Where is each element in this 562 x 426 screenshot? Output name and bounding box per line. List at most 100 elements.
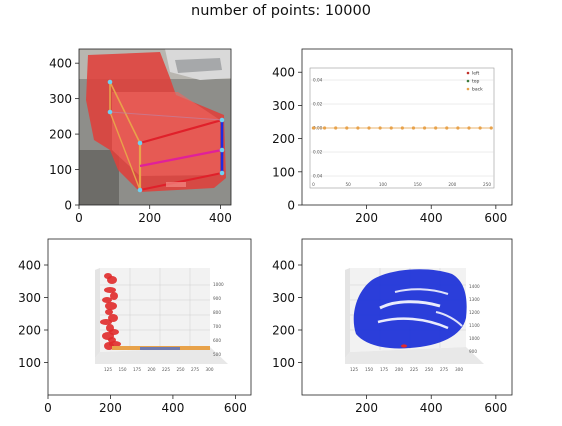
pc-red-x-tick-label: 275 [191, 367, 199, 372]
panel-image-truck: 0 200 400 0 100 200 300 400 [49, 48, 232, 225]
y-tick-label: 0 [287, 199, 295, 213]
inner-x-tick-label: 200 [448, 182, 456, 187]
red-point-cluster [105, 309, 113, 315]
pc-red-x-tick-label: 200 [148, 367, 156, 372]
inner-x-tick-label: 0 [312, 182, 315, 187]
x-tick-label: 400 [161, 401, 184, 415]
box-edge [109, 81, 141, 144]
pc-red-x-tick-label: 125 [104, 367, 112, 372]
pc-red-axes-ticks: 0 200 400 600 100 200 300 400 [18, 259, 247, 416]
x-tick-label: 400 [420, 211, 443, 225]
pc-red-z-tick-label: 500 [213, 352, 221, 357]
image-axes-ticks: 0 200 400 0 100 200 300 400 [49, 57, 232, 225]
y-tick-label: 200 [18, 324, 41, 338]
y-tick-label: 300 [49, 92, 72, 106]
pc-red-x-tick-label: 250 [177, 367, 185, 372]
pc-blue-x-tick-label: 175 [380, 367, 388, 372]
series-point-back [456, 126, 460, 130]
series-point-back [311, 126, 316, 130]
series-point-back [367, 126, 371, 130]
inner-y-tick-label: 0.02 [313, 102, 323, 107]
red-point-cluster [100, 319, 112, 325]
y-tick-label: 200 [49, 128, 72, 142]
x-tick-label: 400 [420, 401, 443, 415]
red-point-cluster [108, 314, 118, 322]
series-point-back [378, 126, 382, 130]
pc-blue-z-tick-label: 900 [469, 349, 477, 354]
pc-blue-x-tick-label: 300 [455, 367, 463, 372]
x-tick-label: 0 [75, 211, 83, 225]
y-tick-label: 200 [272, 324, 295, 338]
panel-point-cloud-red: 125 150 175 200 225 250 275 3001000900800700600… [18, 238, 252, 416]
series-point-back [434, 126, 438, 130]
red-point-cluster [104, 287, 116, 293]
y-tick-label: 400 [272, 66, 295, 80]
pc-blue-x-tick-label: 150 [365, 367, 373, 372]
y-tick-label: 300 [272, 291, 295, 305]
series-point-back [422, 126, 427, 130]
x-tick-label: 200 [138, 211, 161, 225]
panel-point-cloud-blue: 125 150 175 200 225 250 275 300 1400 1300 1200 1100… [272, 238, 513, 416]
pc-red-x-tick-label: 175 [133, 367, 141, 372]
red-point-cluster [109, 341, 121, 347]
box-top-edge [139, 118, 223, 145]
x-tick-label: 200 [355, 211, 378, 225]
red-point-cluster [107, 276, 117, 284]
inner-y-tick-label: 0.02 [313, 150, 323, 155]
red-point-cluster [401, 344, 407, 348]
image-frame [78, 48, 232, 206]
x-tick-label: 0 [44, 401, 52, 415]
pc-red-x-tick-label: 300 [206, 367, 214, 372]
pc-red-3d-box [95, 268, 228, 364]
inner-y-tick-label: 0.04 [313, 174, 323, 179]
pc-red-z-tick-label: 800 [213, 310, 221, 315]
inner-x-tick-label: 50 [346, 182, 352, 187]
series-point-back [445, 126, 449, 130]
red-point-cluster [110, 292, 118, 300]
figure-title: number of points: 10000 [191, 3, 371, 19]
pc-red-z-tick-label: 1000 [213, 282, 224, 287]
base-points-blue [140, 347, 180, 350]
inner-x-tick-label: 150 [414, 182, 422, 187]
series-point-back [478, 126, 482, 130]
x-tick-label: 200 [355, 401, 378, 415]
red-point-cluster [102, 297, 112, 303]
pc-red-z-tick-label: 900 [213, 296, 221, 301]
pc-blue-x-tick-label: 200 [395, 367, 403, 372]
y-tick-label: 400 [49, 57, 72, 71]
series-point-back [345, 126, 349, 130]
series-point-back [411, 126, 416, 130]
pc-red-x-tick-label: 150 [119, 367, 127, 372]
series-point-back [489, 126, 493, 130]
legend-marker-back [466, 87, 470, 91]
pc-red-z-tick-label: 600 [213, 338, 221, 343]
pc-blue-x-tick-label: 275 [440, 367, 448, 372]
inner-legend: left top back [466, 71, 483, 93]
y-tick-label: 400 [272, 259, 295, 273]
pc-blue-z-tick-label: 1300 [469, 297, 480, 302]
x-tick-label: 600 [484, 401, 507, 415]
y-tick-label: 400 [18, 259, 41, 273]
legend-marker-left [466, 71, 470, 75]
x-tick-label: 600 [224, 401, 247, 415]
inner-x-tick-label: 100 [379, 182, 387, 187]
y-tick-label: 300 [18, 291, 41, 305]
series-point-back [322, 126, 327, 130]
legend-label-back: back [472, 87, 483, 93]
pc-blue-cloud [353, 269, 467, 349]
series-point-back [389, 126, 393, 130]
pc-blue-x-tick-label: 125 [350, 367, 358, 372]
series-point-back [400, 126, 404, 130]
inner-x-tick-label: 250 [483, 182, 491, 187]
pc-blue-x-tick-label: 225 [410, 367, 418, 372]
pc-blue-z-tick-label: 1100 [469, 323, 480, 328]
inner-y-tick-label: 0.04 [313, 78, 323, 83]
legend-label-left: left [472, 71, 480, 77]
y-tick-label: 100 [272, 356, 295, 370]
y-tick-label: 0 [64, 199, 72, 213]
pc-blue-points: 125 150 175 200 225 250 275 300 1400 1300 1200 1100… [350, 284, 480, 372]
x-tick-label: 200 [99, 401, 122, 415]
pc-blue-axes-ticks: 200 400 600 100 200 300 400 [272, 259, 507, 416]
pc-red-z-tick-label: 700 [213, 324, 221, 329]
